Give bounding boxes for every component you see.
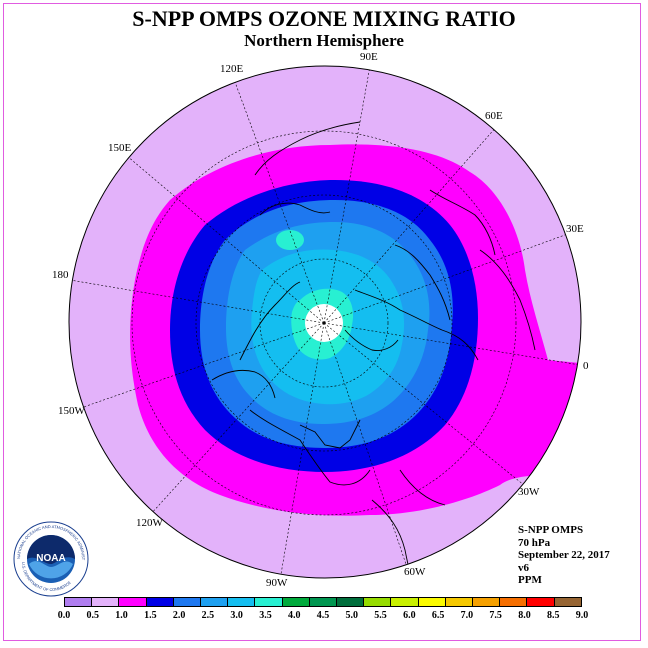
- legend-tick-label: 0.0: [57, 610, 71, 621]
- figure-frame: [3, 3, 641, 641]
- legend-swatch: [418, 598, 446, 606]
- pressure-level: 70 hPa: [518, 536, 551, 549]
- lon-label-180: 180: [52, 269, 69, 281]
- legend-tick-label: 1.5: [144, 610, 157, 621]
- legend-tick-label: 3.0: [230, 610, 243, 621]
- color-legend-ticks: 0.0 0.5 1.0 1.5 2.0 2.5 3.0 3.5 4.0 4.5 5.0 5.5 6.0 6…: [58, 610, 589, 624]
- lon-label-150w: 150W: [58, 405, 85, 417]
- legend-tick-label: 7.5: [489, 610, 502, 621]
- legend-tick-label: 8.5: [546, 610, 560, 621]
- lon-label-120e: 120E: [220, 63, 244, 75]
- lon-label-30e: 30E: [566, 223, 584, 235]
- legend-tick-label: 1.0: [115, 610, 128, 621]
- lon-label-60e: 60E: [485, 110, 503, 122]
- legend-tick-label: 6.5: [431, 610, 445, 621]
- legend-swatch: [65, 598, 93, 606]
- legend-tick-label: 2.5: [201, 610, 215, 621]
- data-info: S-NPP OMPS 70 hPa September 22, 2017 v6 …: [518, 524, 610, 587]
- legend-swatch: [337, 598, 365, 606]
- legend-tick-label: 4.0: [287, 610, 301, 621]
- legend-tick-label: 5.5: [374, 610, 387, 621]
- legend-swatch: [473, 598, 501, 606]
- svg-text:NOAA: NOAA: [36, 553, 65, 564]
- legend-tick-label: 3.5: [259, 610, 272, 621]
- legend-swatch: [146, 598, 174, 606]
- legend-swatch: [282, 598, 310, 606]
- lon-label-30w: 30W: [518, 486, 540, 498]
- version-label: v6: [518, 561, 529, 574]
- legend-tick-label: 2.0: [172, 610, 186, 621]
- instrument-label: S-NPP OMPS: [518, 524, 584, 536]
- legend-tick-label: 8.0: [518, 610, 531, 621]
- legend-tick-label: 5.0: [345, 610, 359, 621]
- field-35-b: [276, 230, 304, 250]
- legend-swatch: [527, 598, 555, 606]
- legend-swatch: [119, 598, 147, 606]
- legend-tick-label: 4.5: [316, 610, 330, 621]
- lon-label-150e: 150E: [108, 142, 132, 154]
- lon-label-120w: 120W: [136, 517, 163, 529]
- map-title: S-NPP OMPS OZONE MIXING RATIO: [132, 6, 516, 31]
- legend-tick-label: 7.0: [460, 610, 474, 621]
- legend-swatch: [228, 598, 256, 606]
- date-label: September 22, 2017: [518, 549, 610, 561]
- map-boundary: [68, 65, 582, 579]
- legend-swatch: [391, 598, 419, 606]
- color-legend-bar: [64, 597, 582, 607]
- parallels: [131, 130, 517, 516]
- legend-swatch: [554, 598, 581, 606]
- legend-tick-label: 6.0: [403, 610, 416, 621]
- meridians: [69, 66, 581, 578]
- lon-label-60w: 60W: [404, 566, 426, 578]
- legend-swatch: [201, 598, 229, 606]
- legend-swatch: [173, 598, 202, 606]
- lon-label-90e: 90E: [360, 51, 378, 63]
- lon-label-90w: 90W: [266, 577, 288, 589]
- noaa-logo: NOAA NATIONAL OCEANIC AND ATMOSPHERIC AD…: [10, 516, 90, 603]
- legend-swatch: [500, 598, 528, 606]
- map-subtitle: Northern Hemisphere: [244, 31, 404, 50]
- units-label: PPM: [518, 574, 542, 586]
- legend-swatch: [364, 598, 392, 606]
- legend-swatch: [92, 598, 120, 606]
- legend-swatch: [309, 598, 338, 606]
- coastlines: [211, 121, 536, 578]
- legend-tick-label: 9.0: [575, 610, 589, 621]
- legend-swatch: [445, 598, 474, 606]
- legend-tick-label: 0.5: [86, 610, 100, 621]
- legend-swatch: [255, 598, 283, 606]
- lon-label-0: 0: [583, 360, 589, 372]
